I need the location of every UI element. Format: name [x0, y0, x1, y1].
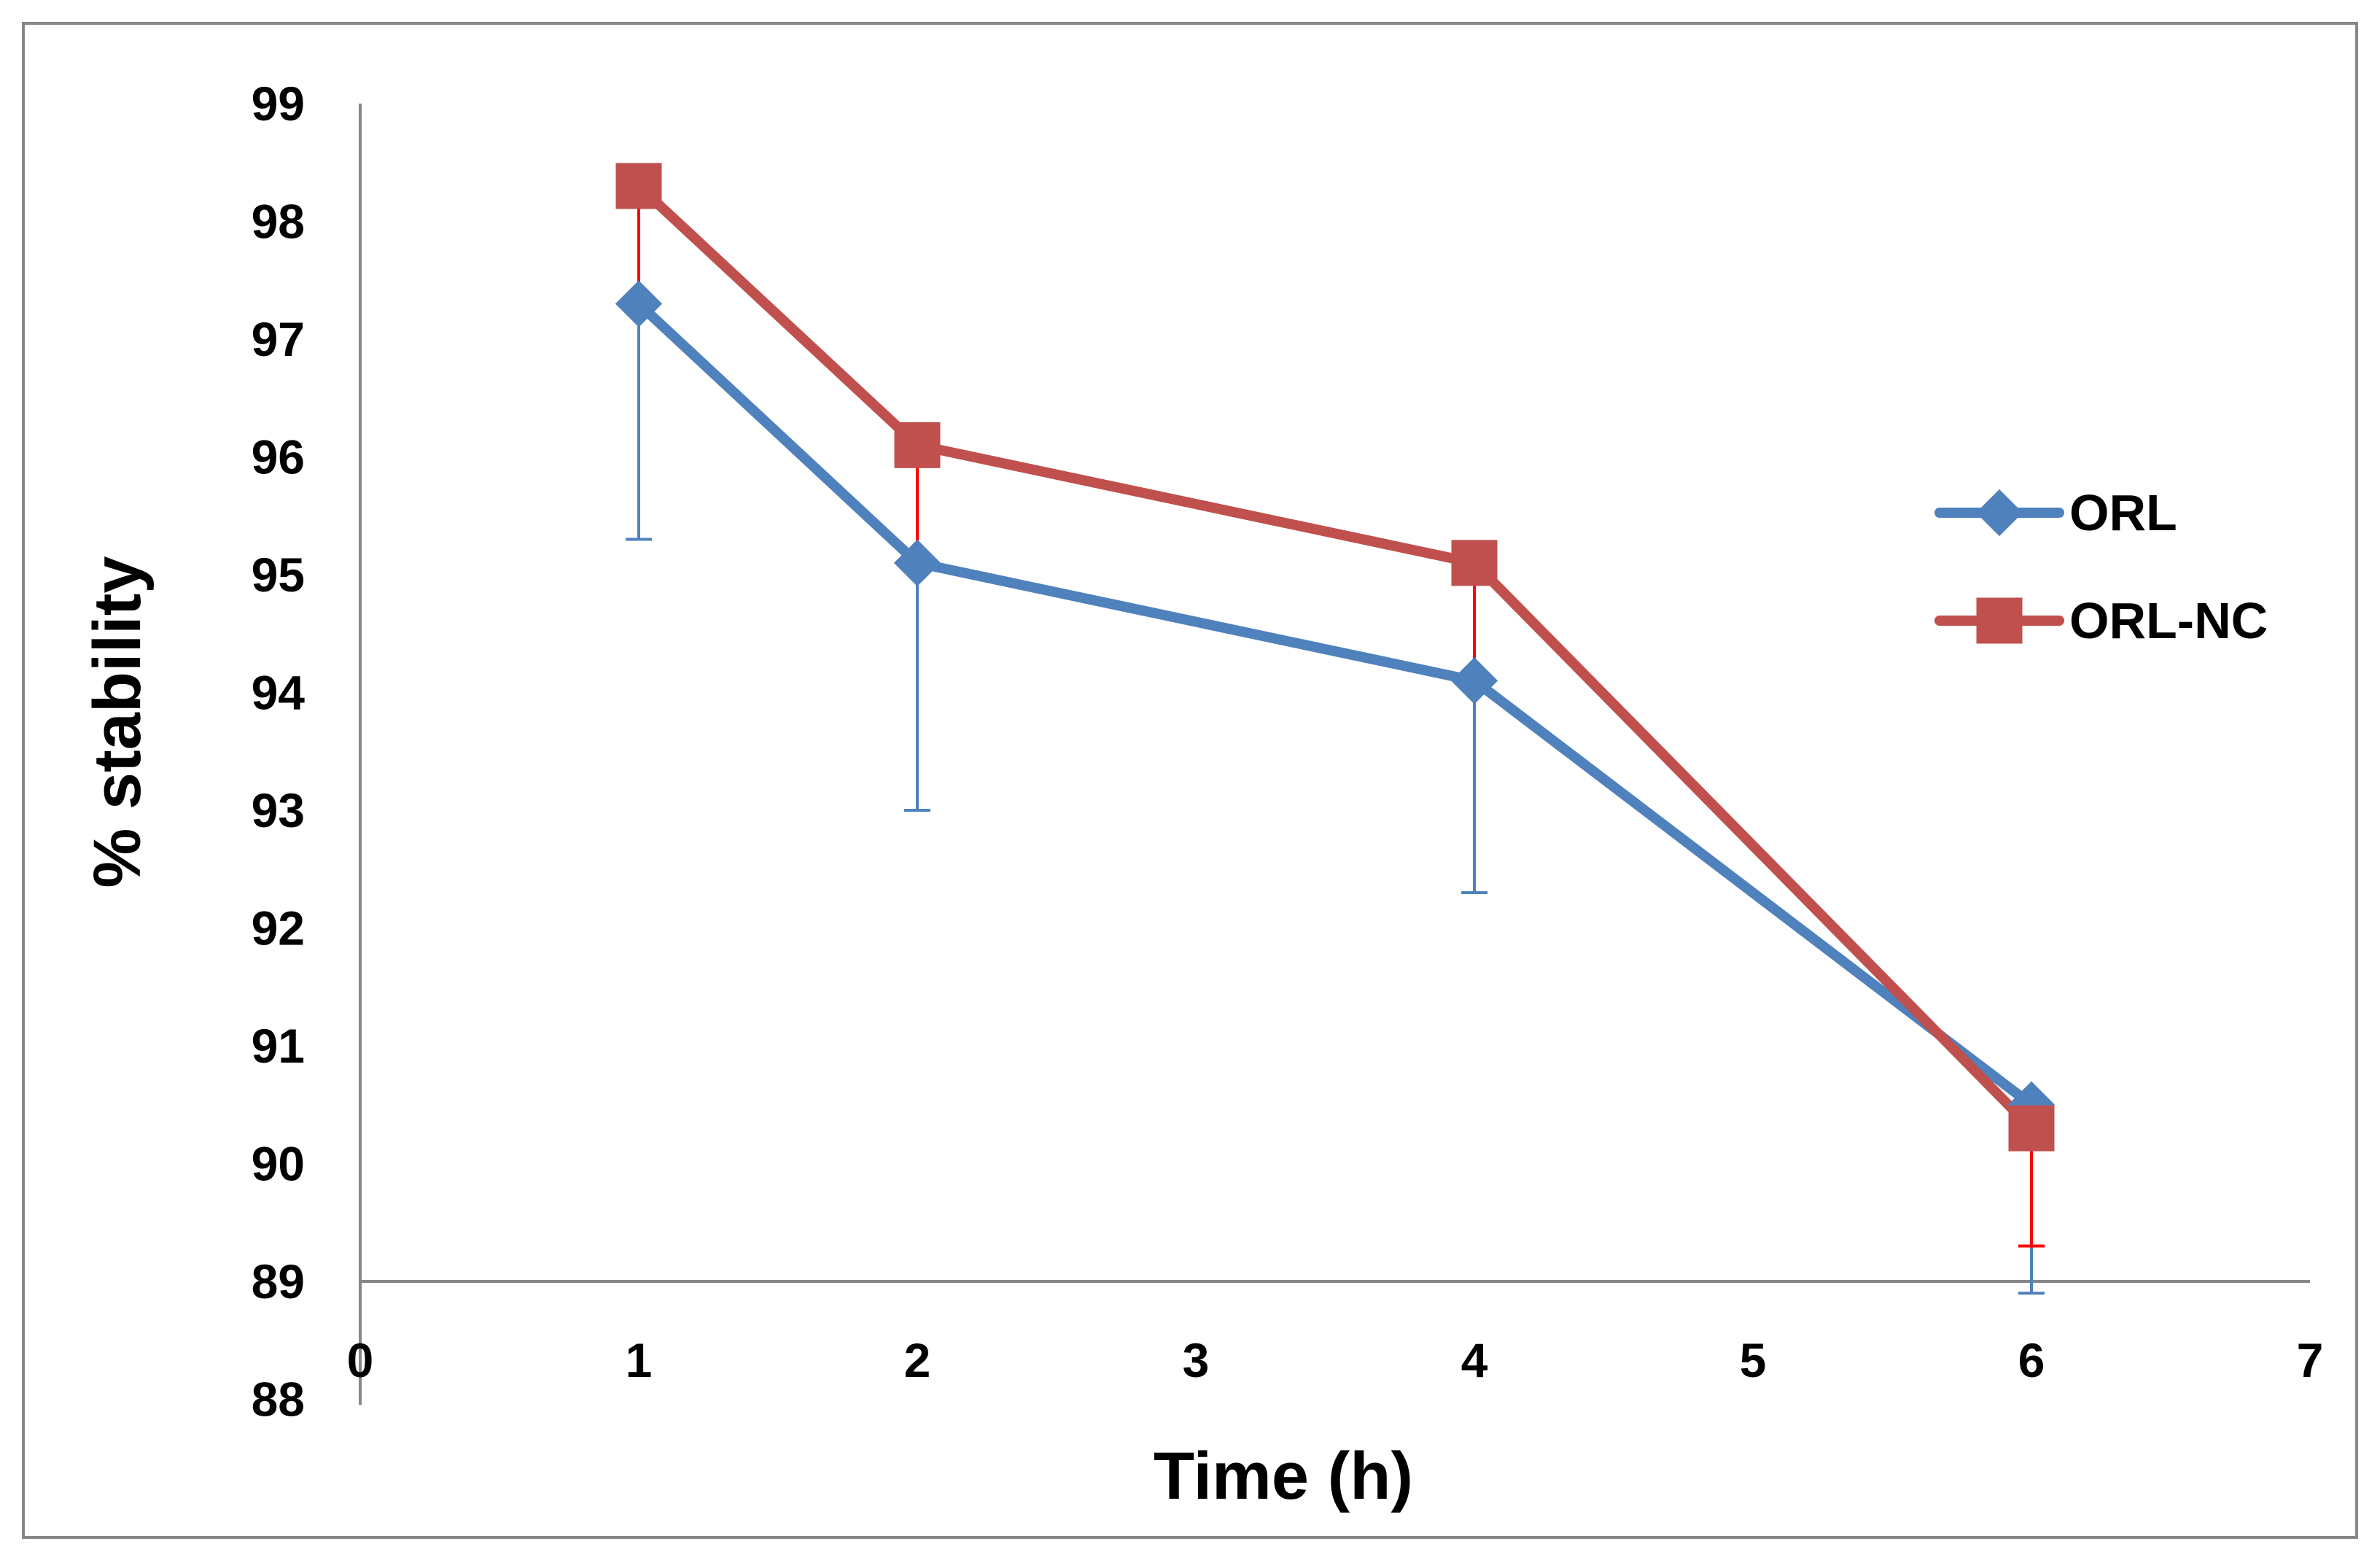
- y-tick-label: 93: [252, 783, 305, 837]
- y-tick-label: 94: [252, 666, 306, 720]
- x-tick-label: 4: [1461, 1333, 1488, 1387]
- y-tick-label: 89: [252, 1254, 305, 1308]
- legend-label-orl: ORL: [2069, 484, 2177, 541]
- error-bars: [626, 186, 2045, 1295]
- x-tick-labels: 0 1 2 3 4 5 6 7: [347, 1333, 2324, 1387]
- series-line-orl: [634, 298, 2037, 1110]
- y-tick-label: 91: [252, 1019, 305, 1073]
- y-tick-label: 96: [252, 430, 305, 484]
- x-tick-label: 0: [347, 1333, 374, 1387]
- x-tick-label: 2: [904, 1333, 931, 1387]
- data-point-orl-nc: [1451, 540, 1498, 586]
- data-point-orl: [615, 280, 663, 327]
- x-tick-label: 5: [1740, 1333, 1767, 1387]
- legend-marker-orl-nc: [1976, 597, 2023, 644]
- data-point-orl: [1450, 657, 1498, 705]
- x-tick-label: 6: [2018, 1333, 2045, 1387]
- axes: [359, 104, 2310, 1405]
- x-axis-title: Time (h): [1154, 1439, 1413, 1513]
- y-tick-label: 99: [252, 77, 305, 131]
- data-point-orl-nc: [615, 163, 662, 209]
- y-tick-label: 88: [252, 1373, 305, 1427]
- x-tick-label: 1: [626, 1333, 653, 1387]
- y-tick-label: 98: [252, 195, 305, 249]
- series-lines: [634, 181, 2037, 1134]
- data-point-orl-nc: [894, 422, 941, 468]
- data-point-orl: [893, 539, 941, 586]
- chart-frame: [22, 22, 2358, 1539]
- legend: ORL ORL-NC: [1934, 484, 2268, 649]
- legend-marker-orl: [1975, 489, 2023, 537]
- legend-label-orl-nc: ORL-NC: [2069, 592, 2268, 649]
- y-axis-title: % stability: [80, 556, 155, 888]
- y-tick-label: 95: [252, 548, 305, 602]
- x-tick-label: 3: [1183, 1333, 1210, 1387]
- y-tick-label: 90: [252, 1137, 305, 1191]
- series-line-orl-nc: [634, 181, 2037, 1134]
- series-markers: [615, 163, 2056, 1152]
- x-tick-label: 7: [2297, 1333, 2324, 1387]
- y-tick-label: 92: [252, 901, 305, 955]
- y-tick-label: 97: [252, 312, 305, 366]
- y-tick-labels: 88 89 90 91 92 93 94 95 96 97 98 99: [252, 77, 306, 1427]
- data-point-orl-nc: [2008, 1105, 2055, 1152]
